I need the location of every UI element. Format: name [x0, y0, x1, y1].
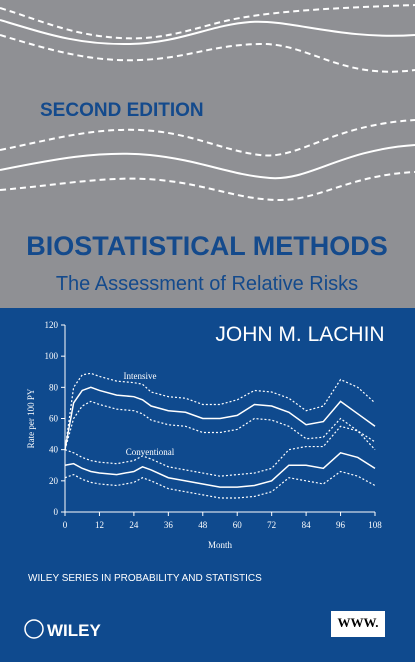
y-tick-label: 100 — [45, 351, 59, 361]
x-tick-label: 72 — [267, 520, 276, 530]
web-badge-box — [331, 611, 385, 637]
y-tick-label: 40 — [49, 445, 59, 455]
x-tick-label: 36 — [164, 520, 174, 530]
top-panel — [0, 0, 415, 308]
title: BIOSTATISTICAL METHODS — [26, 231, 388, 261]
y-tick-label: 80 — [49, 382, 59, 392]
series-line — [64, 386, 376, 450]
edition: SECOND EDITION — [40, 100, 204, 121]
x-tick-label: 96 — [336, 520, 346, 530]
publisher: WILEY — [47, 621, 101, 640]
series-line — [64, 470, 376, 499]
y-tick-label: 60 — [49, 414, 59, 424]
subtitle: The Assessment of Relative Risks — [56, 273, 358, 295]
chart: 0 20 40 60 80 100 120 0 12 24 36 48 60 72 84 96 108 Month… — [26, 320, 382, 550]
x-tick-label: 12 — [95, 520, 104, 530]
x-tick-label: 24 — [129, 520, 139, 530]
series-line — [64, 372, 376, 450]
series-name: WILEY SERIES IN PROBABILITY AND STATISTI… — [28, 573, 262, 584]
series-line — [64, 425, 376, 477]
annotation: Conventional — [126, 447, 175, 457]
x-tick-label: 0 — [63, 520, 68, 530]
y-axis-label: Rate per 100 PY — [26, 388, 36, 448]
x-tick-label: 84 — [302, 520, 312, 530]
web-badge: WWW. — [337, 615, 378, 630]
series-line — [64, 400, 376, 450]
x-tick-label: 48 — [198, 520, 208, 530]
decor-waves — [0, 4, 415, 202]
x-axis-label: Month — [208, 540, 233, 550]
author: JOHN M. LACHIN — [215, 323, 384, 346]
y-tick-label: 20 — [49, 476, 59, 486]
publisher-logo — [24, 619, 44, 639]
x-tick-label: 108 — [368, 520, 382, 530]
series-line — [64, 451, 376, 488]
annotation: Intensive — [124, 371, 157, 381]
x-tick-label: 60 — [233, 520, 243, 530]
y-tick-label: 0 — [54, 507, 59, 517]
y-tick-label: 120 — [45, 320, 59, 330]
